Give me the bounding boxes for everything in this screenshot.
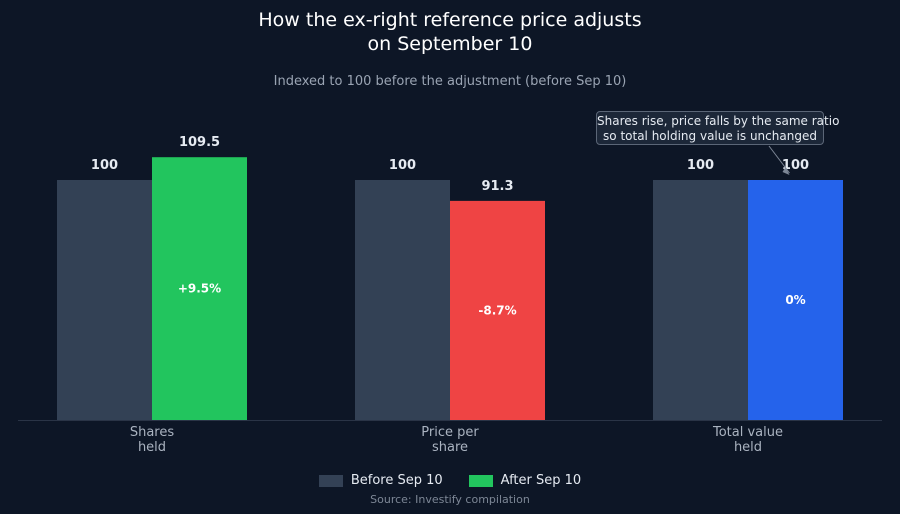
source-note: Source: Investify compilation: [370, 493, 530, 506]
change-label-2: 0%: [785, 293, 805, 307]
legend-swatch-after: [468, 474, 493, 487]
value-label-before-0: 100: [91, 158, 118, 173]
chart-legend: Before Sep 10 After Sep 10: [0, 473, 900, 488]
x-tick-label-0-0: Shares: [130, 425, 175, 440]
change-label-1: -8.7%: [478, 303, 516, 317]
value-label-after-1: 91.3: [481, 179, 513, 194]
chart-title-line-1: How the ex-right reference price adjusts: [258, 9, 642, 31]
annotation-line-2: so total holding value is unchanged: [603, 129, 817, 143]
legend-swatch-before: [318, 474, 343, 487]
x-tick-label-1-1: share: [432, 440, 468, 455]
change-label-0: +9.5%: [178, 282, 221, 296]
bar-after-2: [748, 180, 843, 420]
legend-item-after: After Sep 10: [468, 473, 582, 488]
x-tick-label-2-0: Total value: [712, 425, 783, 440]
legend-label-before: Before Sep 10: [350, 473, 443, 488]
x-tick-label-0-1: held: [138, 440, 166, 455]
chart-title: How the ex-right reference price adjusts…: [0, 8, 900, 56]
chart-subtitle: Indexed to 100 before the adjustment (be…: [273, 74, 627, 89]
annotation-callout: Shares rise, price falls by the same rat…: [596, 111, 840, 145]
chart-title-line-2: on September 10: [367, 33, 533, 55]
annotation-line-1: Shares rise, price falls by the same rat…: [597, 114, 840, 128]
x-tick-label-2-1: held: [734, 440, 762, 455]
value-label-after-2: 100: [782, 158, 809, 173]
bar-before-1: [355, 180, 450, 420]
bar-after-0: [152, 157, 247, 420]
value-label-after-0: 109.5: [179, 135, 220, 150]
bar-after-1: [450, 200, 545, 420]
value-label-before-1: 100: [389, 158, 416, 173]
value-label-before-2: 100: [687, 158, 714, 173]
x-tick-label-1-0: Price per: [421, 425, 479, 440]
bar-before-2: [653, 180, 748, 420]
annotation-arrow-head: [782, 167, 790, 175]
legend-label-after: After Sep 10: [500, 473, 582, 488]
legend-item-before: Before Sep 10: [318, 473, 443, 488]
bar-before-0: [57, 180, 152, 420]
